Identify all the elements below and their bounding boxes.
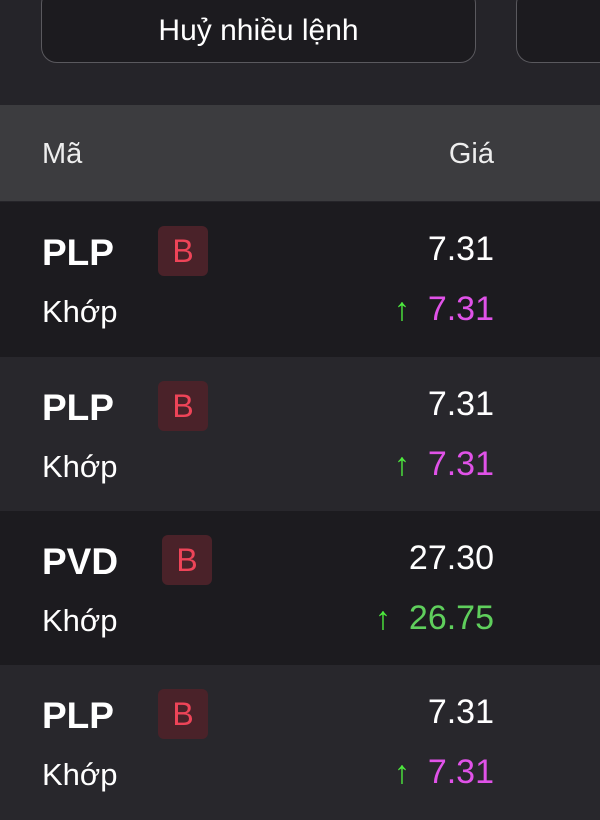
arrow-up-icon: ↑ <box>393 291 410 327</box>
table-header: Mã Giá <box>0 105 600 201</box>
order-price: 27.30 <box>408 539 494 577</box>
order-status: Khớp <box>42 603 118 638</box>
order-price: 7.31 <box>427 693 494 731</box>
symbol: PLP <box>42 387 114 428</box>
order-status: Khớp <box>42 757 118 792</box>
symbol: PLP <box>42 232 114 273</box>
arrow-up-icon: ↑ <box>393 754 410 790</box>
buy-side-badge: B <box>158 226 208 276</box>
symbol: PVD <box>42 541 119 582</box>
order-row[interactable]: PLP B 7.31 Khớp ↑ 7.31 <box>0 202 600 357</box>
match-price: 7.31 <box>427 290 494 328</box>
buy-side-badge: B <box>162 535 212 585</box>
toolbar: Huỷ nhiều lệnh <box>0 0 600 104</box>
secondary-toolbar-button[interactable] <box>516 0 600 63</box>
order-status: Khớp <box>42 294 118 329</box>
cancel-multiple-orders-button[interactable]: Huỷ nhiều lệnh <box>41 0 476 63</box>
order-price: 7.31 <box>427 230 494 268</box>
buy-side-badge: B <box>158 689 208 739</box>
symbol: PLP <box>42 695 114 736</box>
order-row[interactable]: PLP B 7.31 Khớp ↑ 7.31 <box>0 665 600 820</box>
column-header-symbol: Mã <box>42 138 83 170</box>
match-price: 7.31 <box>427 753 494 791</box>
order-price: 7.31 <box>427 385 494 423</box>
arrow-up-icon: ↑ <box>393 446 410 482</box>
order-row[interactable]: PLP B 7.31 Khớp ↑ 7.31 <box>0 357 600 512</box>
match-price-group: ↑ 7.31 <box>394 290 494 329</box>
match-price-group: ↑ 7.31 <box>394 753 494 792</box>
match-price: 7.31 <box>427 445 494 483</box>
order-row[interactable]: PVD B 27.30 Khớp ↑ 26.75 <box>0 511 600 666</box>
match-price-group: ↑ 26.75 <box>375 599 494 638</box>
match-price-group: ↑ 7.31 <box>394 445 494 484</box>
match-price: 26.75 <box>408 599 494 637</box>
order-status: Khớp <box>42 449 118 484</box>
arrow-up-icon: ↑ <box>374 600 391 636</box>
buy-side-badge: B <box>158 381 208 431</box>
column-header-price: Giá <box>448 138 494 170</box>
